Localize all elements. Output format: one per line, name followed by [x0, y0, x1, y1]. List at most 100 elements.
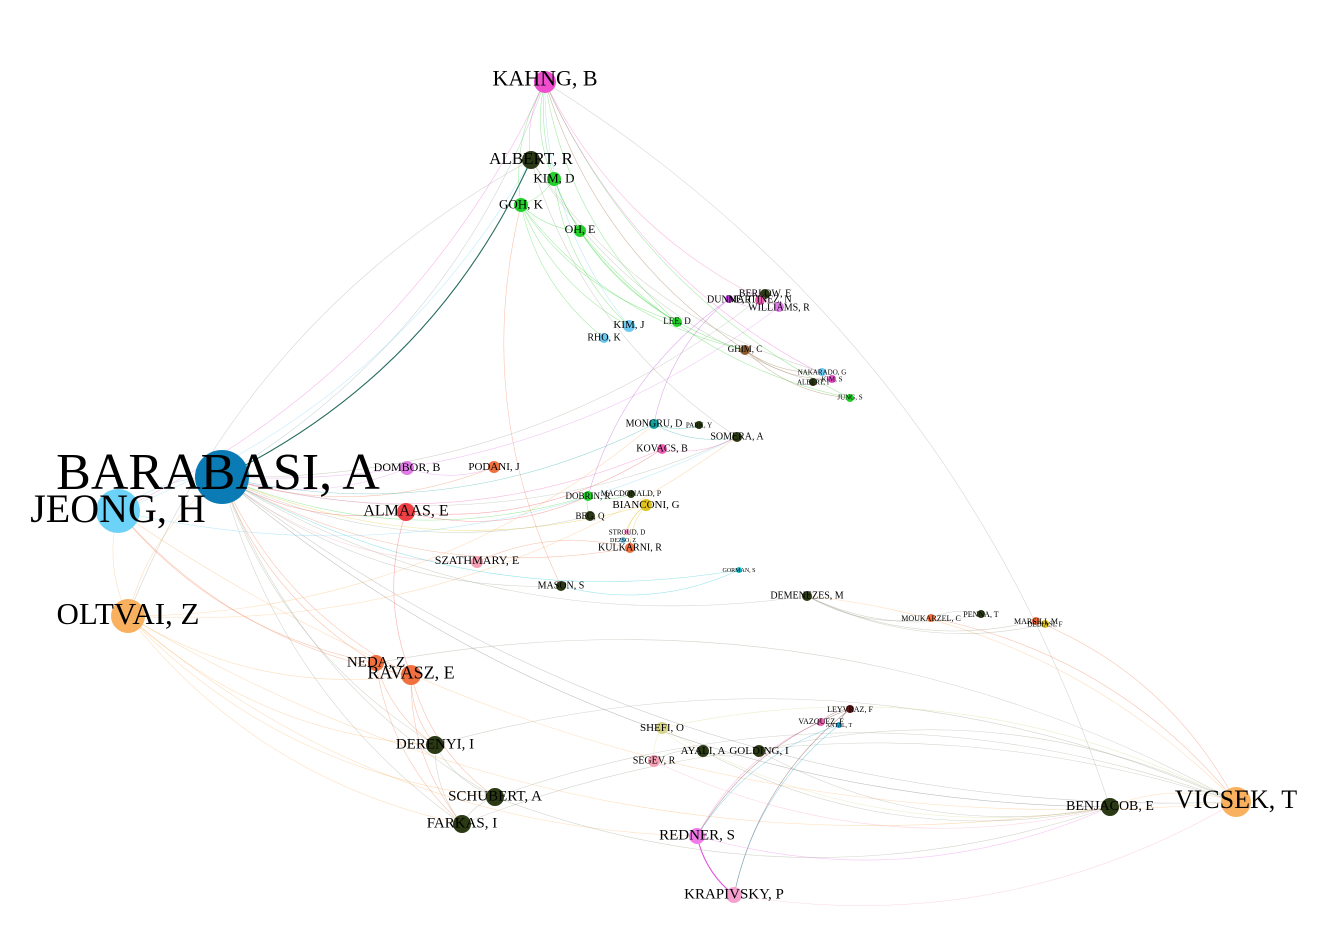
node-goh_k[interactable] [514, 198, 528, 212]
node-dombor[interactable] [400, 461, 414, 475]
node-label-somera: SOMERA, A [710, 432, 764, 443]
edge-oltvai-redner [127, 615, 698, 837]
edge-dombor-podani [406, 466, 495, 476]
node-dezso[interactable] [620, 537, 626, 543]
edge-ayali-benjacob [702, 750, 1111, 822]
edge-goh_k-rho_k [520, 204, 605, 339]
node-nakarado[interactable] [818, 368, 826, 376]
node-somera[interactable] [732, 432, 742, 442]
node-kovacs[interactable] [657, 444, 667, 454]
edge-almaas-kovacs [405, 448, 663, 515]
node-albert_r[interactable] [522, 151, 540, 169]
node-schubert[interactable] [486, 788, 504, 806]
node-ayali[interactable] [697, 745, 709, 757]
node-label-antal: ANTAL, T [826, 723, 853, 729]
node-kulkarni[interactable] [625, 543, 635, 553]
edge-barabasi-mason [221, 476, 562, 587]
edge-albert_r-somera [530, 159, 738, 438]
node-antal[interactable] [836, 722, 842, 728]
node-label-albert_r: ALBERT, R [489, 149, 573, 168]
node-moukarzel[interactable] [927, 614, 935, 622]
node-park_y[interactable] [695, 421, 703, 429]
node-label-penna: PENNA, T [963, 610, 999, 619]
edge-mason-gorman [560, 569, 740, 596]
edge-neda-derenyi [375, 662, 436, 746]
node-martinez[interactable] [755, 295, 765, 305]
edge-dunne-mongru [653, 298, 730, 425]
node-krapivsky[interactable] [726, 887, 742, 903]
edge-vicsek-neda [375, 639, 1237, 803]
edge-demenezes-moukarzel [806, 595, 932, 622]
node-barabasi[interactable] [195, 450, 249, 504]
node-lee_d[interactable] [672, 317, 682, 327]
node-label-kahng: KAHNG, B [492, 66, 597, 91]
node-shefi[interactable] [656, 722, 668, 734]
edge-penna-moukarzel [930, 611, 982, 619]
node-ghim[interactable] [740, 345, 750, 355]
node-label-debiasi: DEBIASI, F [1027, 620, 1062, 628]
edge-barabasi-somera [221, 436, 738, 506]
edge-segev-benjacob [653, 760, 1111, 829]
node-gorman[interactable] [736, 567, 742, 573]
node-marsili[interactable] [1032, 617, 1040, 625]
node-podani[interactable] [488, 461, 500, 473]
node-dobrin[interactable] [583, 491, 593, 501]
node-derenyi[interactable] [426, 736, 444, 754]
edge-oh_e-ghim [579, 230, 746, 351]
node-leyvraz[interactable] [846, 705, 854, 713]
node-szathmary[interactable] [471, 556, 483, 568]
edge-jeong-neda [117, 510, 377, 664]
node-kim_d[interactable] [547, 172, 561, 186]
node-ravasz[interactable] [401, 665, 421, 685]
edge-albert_r-oltvai [127, 159, 532, 617]
edge-kahng-ghim [544, 81, 746, 351]
edge-barabasi-kovacs [221, 448, 663, 505]
node-kim_s[interactable] [828, 375, 836, 383]
node-dunne[interactable] [725, 295, 733, 303]
node-label-mason: MASON, S [538, 581, 585, 592]
edge-shefi-benjacob [661, 727, 1111, 818]
edge-vicsek-shefi [661, 706, 1237, 803]
node-redner[interactable] [689, 828, 705, 844]
node-vicsek[interactable] [1221, 787, 1251, 817]
edge-barabasi-derenyi [221, 476, 436, 746]
node-farkas[interactable] [453, 815, 471, 833]
node-mongru[interactable] [649, 419, 659, 429]
node-debiasi[interactable] [1041, 620, 1049, 628]
node-kim_j[interactable] [623, 320, 635, 332]
node-demenezes[interactable] [802, 591, 812, 601]
edge-goh_k-ghim [520, 204, 746, 351]
node-mason[interactable] [556, 581, 566, 591]
node-almaas[interactable] [397, 503, 415, 521]
node-bianconi[interactable] [640, 499, 652, 511]
edge-vicsek-farkas [461, 742, 1237, 825]
node-oh_e[interactable] [574, 225, 586, 237]
node-jeong[interactable] [96, 489, 140, 533]
edge-jeong-ravasz [117, 510, 412, 676]
node-segev[interactable] [648, 755, 660, 767]
node-benjacob[interactable] [1101, 798, 1119, 816]
edge-golding-benjacob [758, 750, 1111, 818]
node-macdonald[interactable] [627, 490, 635, 498]
edge-ghim-jung [744, 349, 851, 399]
node-label-mongru: MONGRU, D [626, 419, 683, 430]
node-penna[interactable] [977, 610, 985, 618]
node-neda[interactable] [368, 655, 384, 671]
node-vazquez[interactable] [817, 718, 825, 726]
edge-antal-redner [696, 724, 840, 837]
node-beg[interactable] [585, 511, 595, 521]
node-jung[interactable] [846, 394, 854, 402]
node-label-demenezes: DEMENEZES, M [770, 591, 843, 602]
node-label-segev: SEGEV, R [633, 756, 676, 767]
node-label-stroud: STROUD, D [609, 528, 646, 536]
node-oltvai[interactable] [111, 599, 145, 633]
node-albert_i[interactable] [809, 378, 817, 386]
node-golding[interactable] [753, 745, 765, 757]
node-kahng[interactable] [534, 71, 556, 93]
node-stroud[interactable] [624, 529, 630, 535]
node-label-almaas: ALMAAS, E [363, 503, 448, 520]
node-rho_k[interactable] [599, 333, 609, 343]
edge-ghim-nakarado [744, 349, 823, 373]
edge-kahng-goh_k [518, 81, 546, 206]
node-williams[interactable] [774, 302, 784, 312]
